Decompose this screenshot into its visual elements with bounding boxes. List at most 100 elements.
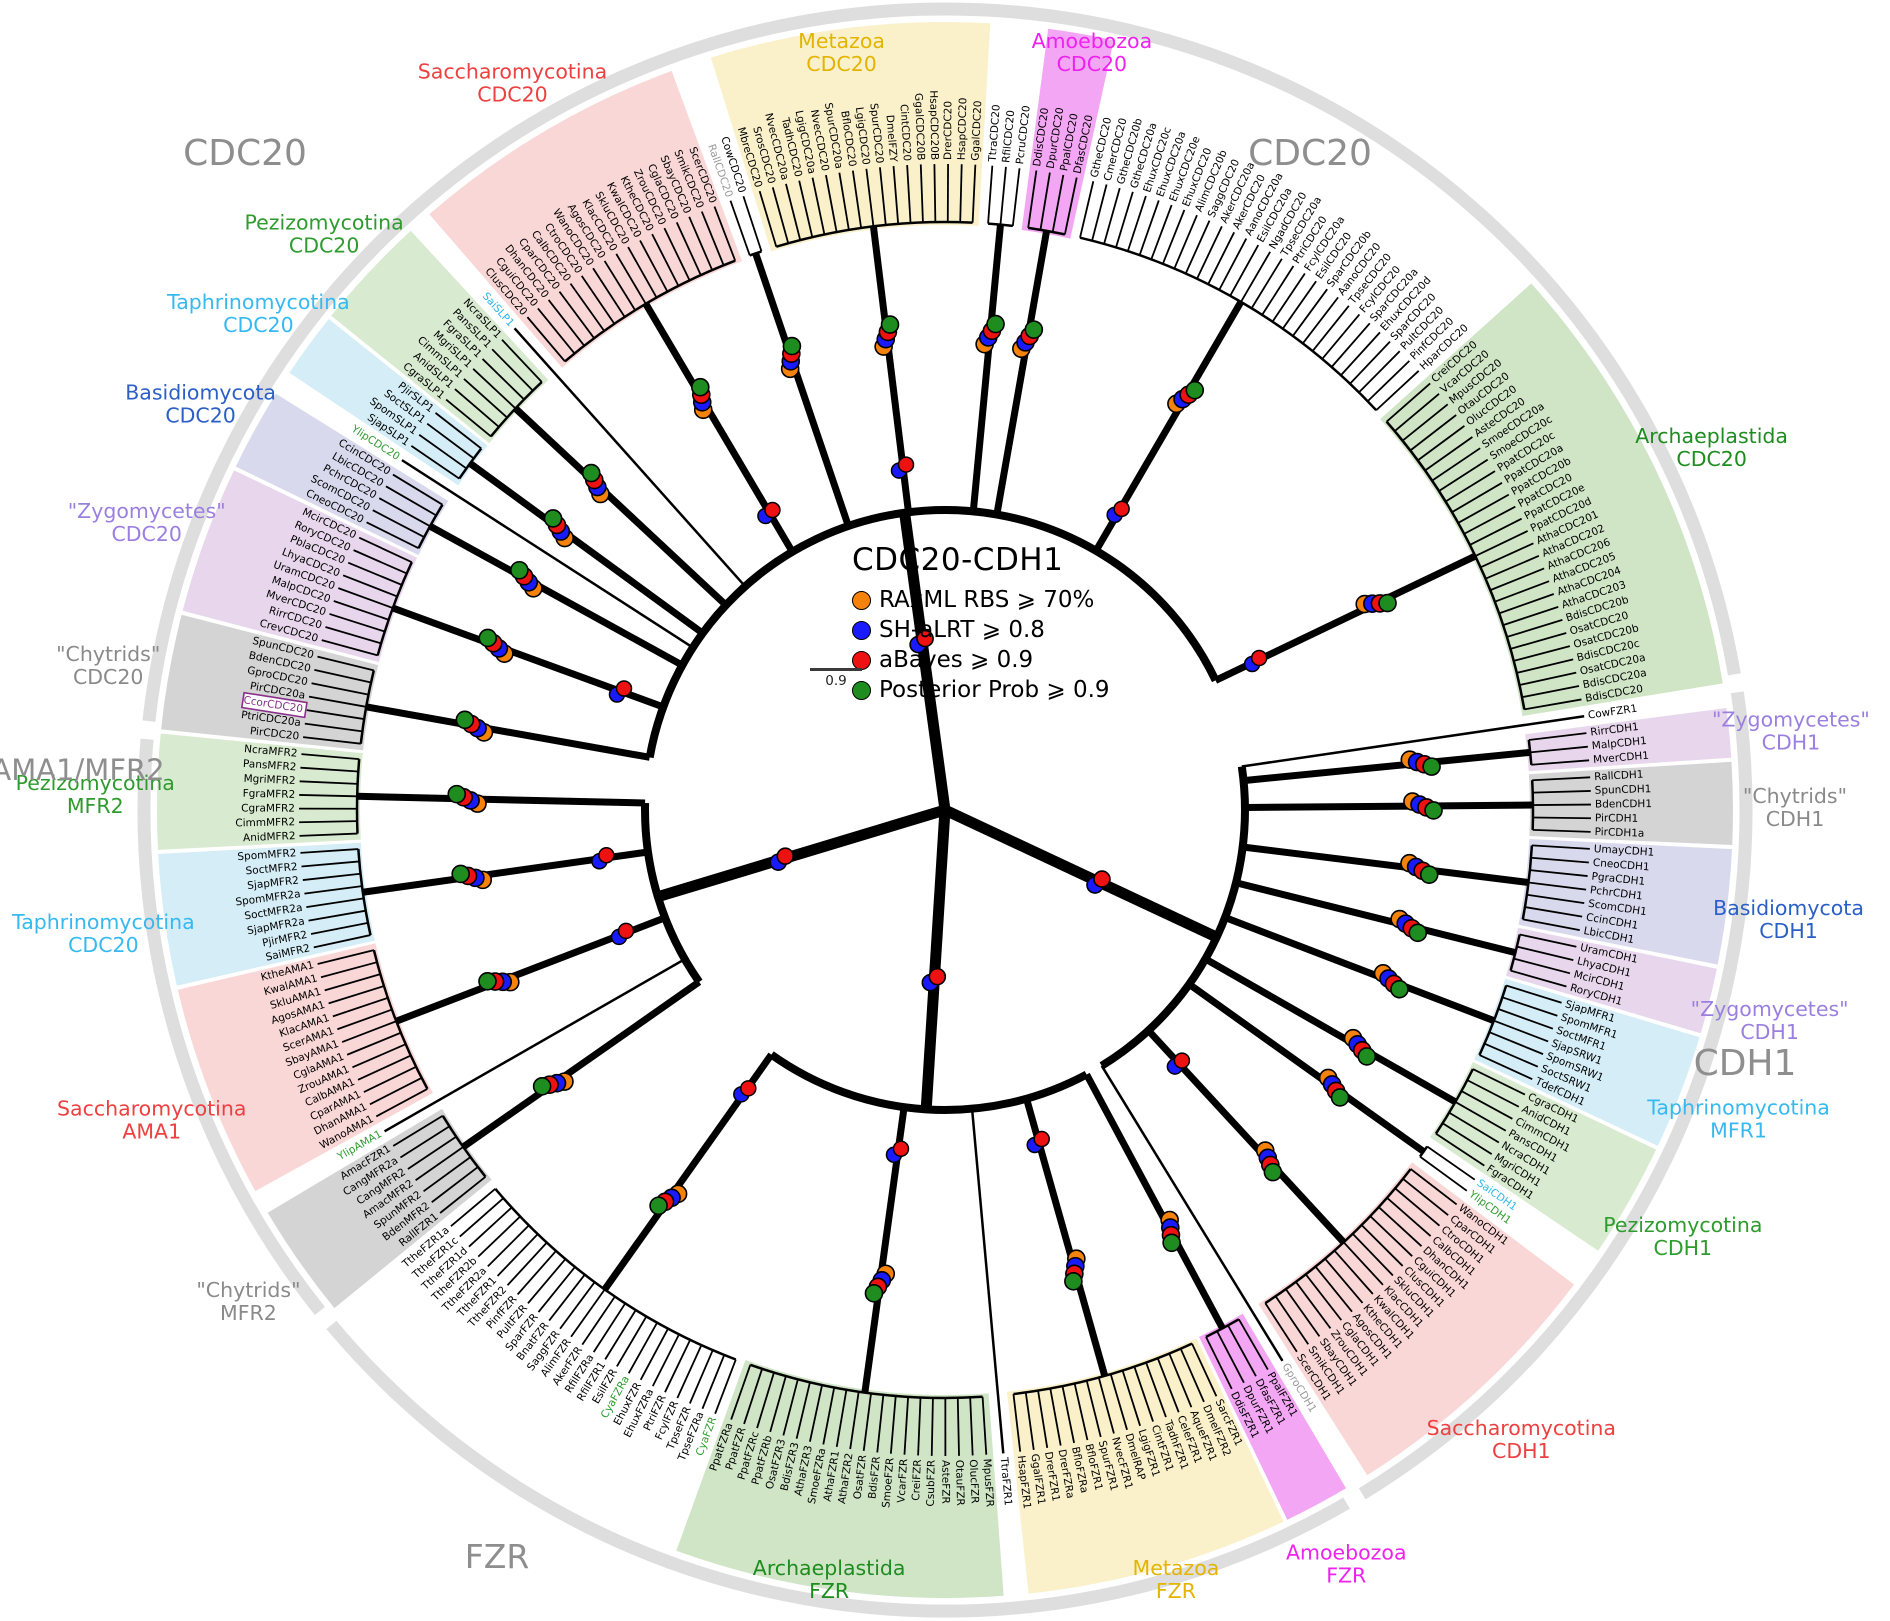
leaf-branch (1530, 745, 1588, 754)
leaf-branch (1519, 933, 1577, 948)
leaf-branch (1302, 296, 1339, 344)
support-dot-abayes (598, 847, 615, 864)
leaf-branch (317, 655, 375, 672)
leaf-branch (299, 780, 358, 785)
leaf-branch (1196, 225, 1223, 280)
leaf-branch (1229, 244, 1260, 297)
leaf-branch (570, 1288, 606, 1338)
clade-wedge-chytrids-cdc20 (161, 614, 379, 751)
leaf-branch (372, 509, 425, 538)
leaf-branch (1282, 280, 1317, 330)
leaf-branch (876, 1394, 885, 1453)
taxon-label: PansMFR2 (243, 758, 297, 773)
leaf-branch (651, 233, 680, 287)
leaf-branch (548, 1274, 586, 1322)
leaf-branch (1064, 177, 1078, 235)
taxon-label: OsatFZR (852, 1454, 870, 1500)
leaf-branch (1271, 273, 1306, 323)
support-dot (1424, 801, 1443, 820)
clade-label-zygomycetes-cdh1-a: "Zygomycetes" CDH1 (1712, 708, 1870, 755)
taxon-label: DmelFZY (883, 114, 899, 163)
leaf-branch (1454, 1101, 1507, 1132)
leaf-branch (664, 1339, 691, 1393)
taxon-label: NcraMFR2 (244, 743, 298, 760)
leaf-branch (971, 164, 977, 223)
clade-label-zygomycetes-cdc20: "Zygomycetes" CDC20 (68, 499, 226, 546)
leaf-branch (363, 1065, 417, 1093)
leaf-branch (1493, 1019, 1549, 1043)
tree-branch-spoke (1244, 801, 1534, 811)
clade-label-pezizomycotina-mfr2: Pezizomycotina MFR2 (16, 771, 175, 818)
leaf-branch (1431, 447, 1481, 482)
leaf-branch (1184, 220, 1211, 274)
clade-wedge-basidiomycota-cdh1 (1518, 839, 1732, 965)
leaf-branch (526, 316, 566, 362)
taxon-label: SmoeFZR (880, 1457, 896, 1508)
taxon-label: VcarFZR (895, 1458, 910, 1503)
leaf-branch (472, 368, 517, 410)
clade-label-chytrids-mfr2: "Chytrids" MFR2 (196, 1278, 300, 1325)
leaf-branch (306, 897, 364, 909)
tree-trunk-cdc20 (899, 511, 951, 811)
tree-branch-spoke (365, 703, 651, 761)
leaf-branch (1061, 1385, 1075, 1444)
leaf-branch (1378, 1206, 1423, 1247)
leaf-branch (987, 165, 994, 224)
leaf-branch (1292, 288, 1328, 337)
outer-ring-arc-ama1-mfr2 (137, 738, 325, 1315)
leaf-branch (1490, 567, 1545, 591)
leaf-branch (1227, 1324, 1257, 1377)
taxon-label: PirCDC20 (249, 725, 299, 743)
taxon-label: HsapCDC20B (927, 90, 940, 160)
leaf-branch (342, 574, 398, 598)
taxon-label: OtauFZR (953, 1460, 966, 1506)
leaf-branch (1218, 238, 1248, 291)
leaf-branch (1205, 1336, 1233, 1390)
taxon-label: TtraCDC20 (987, 104, 1003, 163)
scale-bar-label: 0.9 (825, 673, 847, 689)
taxon-label: AnidMFR2 (243, 830, 296, 844)
taxon-label: BdisFZR (866, 1456, 882, 1500)
leaf-branch (782, 1379, 799, 1436)
support-dot-abayes (897, 456, 915, 473)
leaf-branch (459, 1197, 504, 1238)
clade-label-taphrinomycotina-mfr1: Taphrinomycotina MFR1 (1646, 1096, 1830, 1143)
leaf-branch (769, 1375, 787, 1433)
leaf-branch (1522, 918, 1580, 931)
leaf-branch (879, 167, 887, 226)
tree-branch-spoke (1243, 748, 1531, 785)
leaf-branch (313, 934, 371, 949)
leaf-branch (415, 1146, 464, 1181)
leaf-branch (795, 1382, 811, 1439)
clade-wedge-metazoa-cdc20 (710, 22, 991, 252)
legend-item-abayes: aBayes ⩾ 0.9 (852, 645, 1110, 675)
leaf-branch (1103, 187, 1121, 245)
support-dots (447, 314, 1443, 1303)
leaf-branch (1333, 1249, 1374, 1295)
leaf-branch (865, 168, 875, 227)
leaf-branch (1526, 893, 1585, 905)
leaf-branch (1324, 1258, 1364, 1304)
leaf-branch (1261, 265, 1295, 316)
leaf-branch (1513, 957, 1571, 975)
leaf-branch (1531, 759, 1590, 766)
leaf-branch (1532, 790, 1591, 794)
support-dot (455, 710, 475, 730)
leaf-branch (1012, 1393, 1022, 1452)
gene-family-arc-label-0: CDC20 (183, 133, 307, 174)
leaf-branch (1162, 209, 1186, 265)
taxon-label: CimmMFR2 (235, 816, 295, 829)
clade-wedge-archaeplastida-cdc20 (1380, 283, 1723, 716)
leaf-branch (701, 1354, 726, 1410)
leaf-branch (426, 422, 475, 460)
tree-branches (298, 164, 1591, 1457)
gene-family-arc-label-4: FZR (465, 1537, 530, 1576)
leaf-branch (1484, 1042, 1539, 1068)
leaf-branch (369, 1077, 422, 1106)
leaf-branch (308, 695, 367, 708)
leaf-branch (337, 1008, 393, 1031)
leaf-branch (604, 1309, 637, 1360)
leaf-branch (1409, 414, 1457, 452)
leaf-branch (981, 1396, 988, 1455)
